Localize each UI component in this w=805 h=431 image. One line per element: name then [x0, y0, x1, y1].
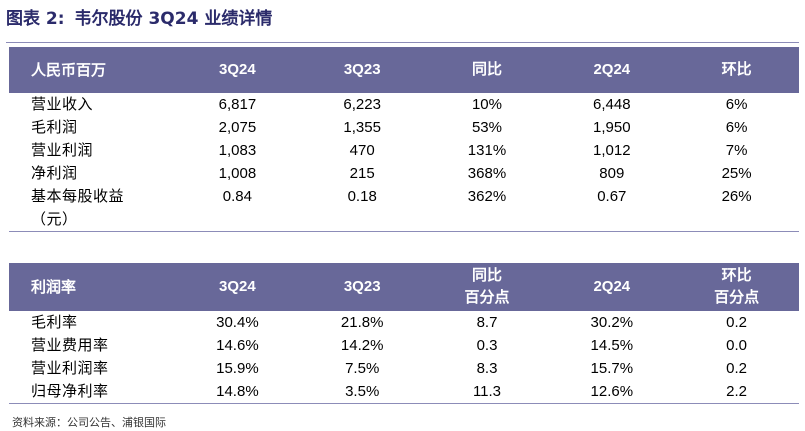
header-yoy: 同比 [424, 47, 550, 93]
cell: 215 [349, 165, 375, 182]
cell: 15.7% [590, 360, 634, 377]
figure-number: 图表 2: [6, 9, 65, 29]
cell: 6,448 [593, 96, 631, 113]
source-note: 资料来源：公司公告、浦银国际 [12, 416, 166, 429]
cell [424, 208, 550, 232]
cell: 368% [467, 165, 507, 182]
header-sublabel: 百分点 [464, 289, 510, 306]
table-row: 营业利润率 15.9% 7.5% 8.3 15.7% 0.2 [9, 357, 799, 380]
cell: 6,817 [218, 96, 257, 113]
cell: 14.6% [216, 337, 259, 354]
cell: 2,075 [218, 119, 257, 136]
cell: 53% [471, 119, 502, 136]
row-label: 基本每股收益 [31, 187, 125, 205]
cell: 8.3 [476, 360, 498, 377]
header-yoy-pp: 同比 百分点 [424, 263, 550, 311]
table-row: 毛利率 30.4% 21.8% 8.7 30.2% 0.2 [9, 311, 799, 334]
cell: 0.2 [726, 314, 748, 331]
cell: 362% [467, 188, 507, 205]
row-label: （元） [9, 208, 175, 232]
cell: 11.3 [424, 380, 550, 404]
table-row: 营业利润 1,083 470 131% 1,012 7% [9, 139, 799, 162]
header-label: 同比 [471, 267, 502, 284]
figure-title: 图表 2: 韦尔股份 3Q24 业绩详情 [6, 4, 273, 29]
header-label: 2Q24 [593, 278, 631, 295]
row-label: 毛利率 [31, 313, 78, 331]
cell [299, 208, 425, 232]
table-row: 营业费用率 14.6% 14.2% 0.3 14.5% 0.0 [9, 334, 799, 357]
cell: 8.7 [476, 314, 498, 331]
table-row: 基本每股收益 0.84 0.18 362% 0.67 26% [9, 185, 799, 208]
margin-table: 利润率 3Q24 3Q23 同比百分点 2Q24 环比百分点 毛利率 30.4%… [9, 263, 799, 404]
cell [175, 208, 300, 232]
table-row: 归母净利率 14.8% 3.5% 11.3 12.6% 2.2 [9, 380, 799, 404]
cell: 26% [721, 188, 752, 205]
header-unit: 人民币百万 [9, 47, 175, 93]
cell: 15.9% [216, 360, 259, 377]
header-3q24: 3Q24 [175, 263, 300, 311]
header-label: 环比 [721, 267, 752, 284]
cell: 25% [721, 165, 752, 182]
cell: 30.2% [590, 314, 634, 331]
cell: 6% [725, 96, 748, 113]
header-label: 3Q23 [343, 278, 381, 295]
cell: 0.0 [726, 337, 748, 354]
cell: 2.2 [674, 380, 799, 404]
cell: 0.2 [726, 360, 748, 377]
row-label: 毛利润 [31, 118, 78, 136]
cell: 7% [725, 142, 748, 159]
cell [674, 208, 799, 232]
table-row: （元） [9, 208, 799, 232]
cell: 1,355 [343, 119, 381, 136]
cell: 7.5% [345, 360, 380, 377]
cell [549, 208, 675, 232]
cell: 30.4% [216, 314, 259, 331]
header-label: 利润率 [31, 278, 77, 296]
results-table: 人民币百万 3Q24 3Q23 同比 2Q24 环比 营业收入 6,817 6,… [9, 47, 799, 232]
row-label: 营业利润率 [31, 359, 109, 377]
table-row: 净利润 1,008 215 368% 809 25% [9, 162, 799, 185]
cell: 10% [471, 96, 502, 113]
cell: 12.6% [549, 380, 675, 404]
cell: 0.67 [597, 188, 627, 205]
header-qoq-pp: 环比 百分点 [674, 263, 799, 311]
cell: 1,083 [218, 142, 257, 159]
header-3q24: 3Q24 [175, 47, 300, 93]
table-row: 营业收入 6,817 6,223 10% 6,448 6% [9, 93, 799, 116]
cell: 3.5% [299, 380, 425, 404]
cell: 470 [349, 142, 375, 159]
title-divider [6, 42, 799, 43]
cell: 21.8% [340, 314, 384, 331]
row-label: 净利润 [31, 164, 78, 182]
header-3q23: 3Q23 [299, 47, 425, 93]
row-label: 营业费用率 [31, 336, 109, 354]
figure-title-text: 韦尔股份 3Q24 业绩详情 [74, 9, 273, 29]
table-row: 毛利润 2,075 1,355 53% 1,950 6% [9, 116, 799, 139]
cell: 1,012 [593, 142, 631, 159]
cell: 14.8% [175, 380, 300, 404]
header-qoq: 环比 [674, 47, 799, 93]
cell: 809 [599, 165, 625, 182]
cell: 6% [725, 119, 748, 136]
header-margin: 利润率 [9, 263, 175, 311]
cell: 14.2% [340, 337, 384, 354]
row-label: 归母净利率 [9, 380, 175, 404]
cell: 131% [467, 142, 507, 159]
row-label: 营业利润 [31, 141, 94, 159]
margin-header-row: 利润率 3Q24 3Q23 同比百分点 2Q24 环比百分点 [9, 263, 799, 311]
cell: 1,008 [218, 165, 257, 182]
header-sublabel: 百分点 [714, 289, 760, 306]
header-2q24: 2Q24 [549, 47, 675, 93]
cell: 14.5% [590, 337, 634, 354]
cell: 0.3 [476, 337, 498, 354]
header-3q23: 3Q23 [299, 263, 425, 311]
cell: 0.84 [222, 188, 252, 205]
results-header-row: 人民币百万 3Q24 3Q23 同比 2Q24 环比 [9, 47, 799, 93]
header-label: 3Q24 [219, 278, 256, 295]
header-2q24: 2Q24 [549, 263, 675, 311]
row-label: 营业收入 [31, 95, 94, 113]
cell: 1,950 [593, 119, 631, 136]
cell: 6,223 [343, 96, 381, 113]
cell: 0.18 [347, 188, 377, 205]
